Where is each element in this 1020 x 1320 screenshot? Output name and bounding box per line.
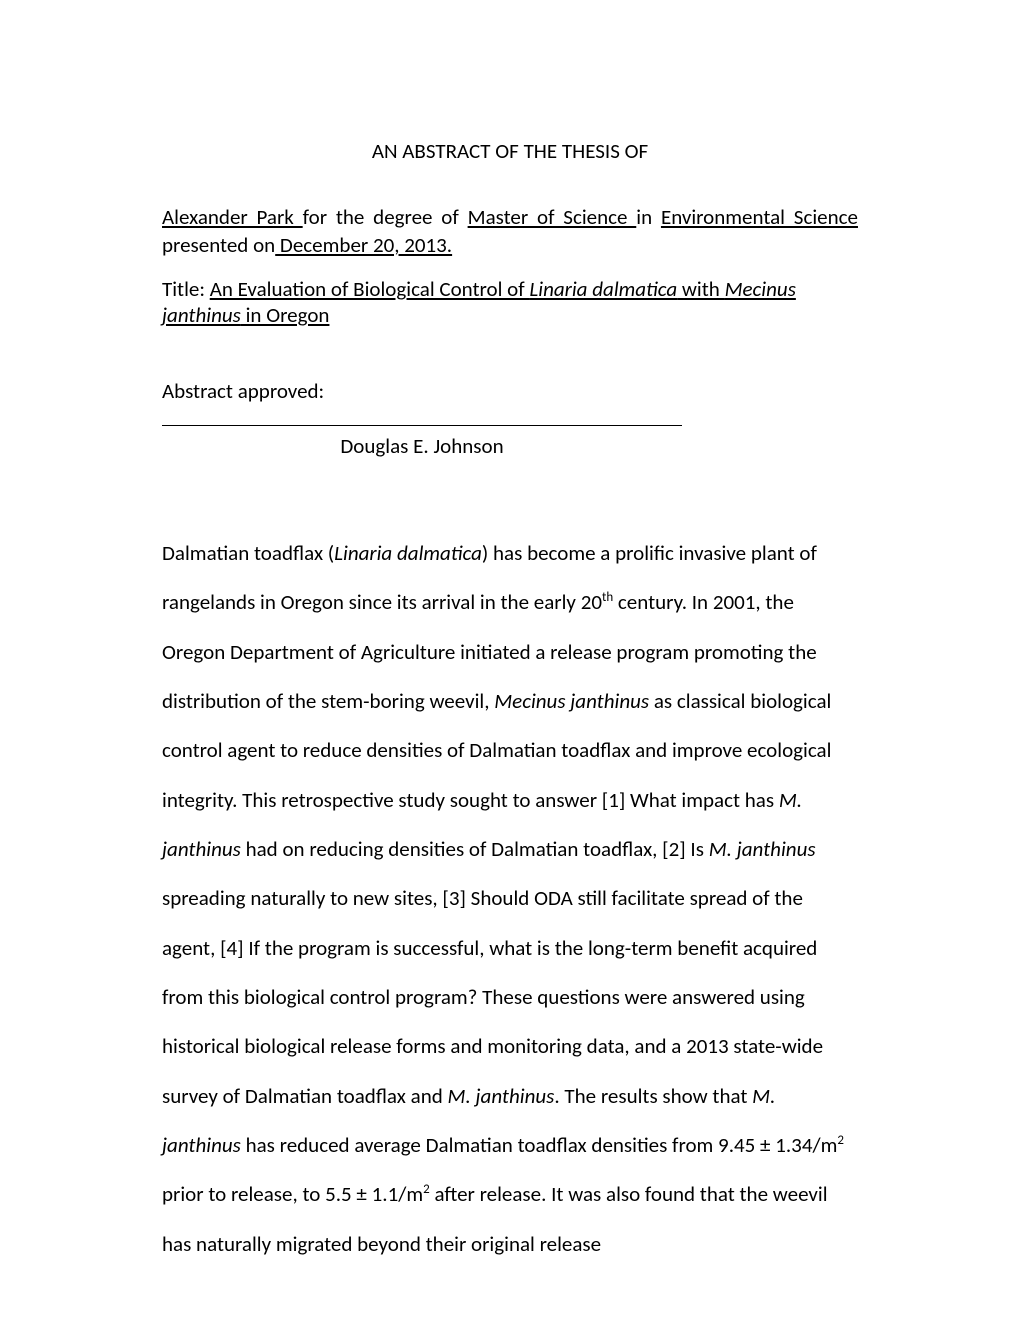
title-species1: Linaria dalmatica [529,276,677,302]
approver-name: Douglas E. Johnson [162,433,682,459]
body-i5: M. janthinus [448,1083,555,1109]
author-line: Alexander Park for the degree of Master … [162,204,858,230]
body-t9: prior to release, to 5.5 ± 1.1/m [162,1181,423,1207]
presented-date: December 20, 2013. [275,232,452,258]
title-part1: An Evaluation of Biological Control of [210,276,530,302]
field: Environmental Science [661,204,858,230]
body-sup2: 2 [837,1133,844,1148]
body-t1: Dalmatian toadflax ( [162,540,334,566]
body-sup1: th [602,590,613,605]
body-t6: spreading naturally to new sites, [3] Sh… [162,885,823,1108]
body-t8: has reduced average Dalmatian toadflax d… [241,1132,838,1158]
title-prefix: Title: [162,276,210,302]
degree: Master of Science [468,204,637,230]
signature-line [162,425,682,426]
body-i2: Mecinus janthinus [494,688,649,714]
title-block: Title: An Evaluation of Biological Contr… [162,276,858,328]
author-mid1: for the degree of [303,204,468,230]
author-mid2: in [636,204,661,230]
presented-line: presented on December 20, 2013. [162,232,858,258]
title-part5: in Oregon [241,302,330,328]
presented-prefix: presented on [162,232,275,258]
approved-label: Abstract approved: [162,378,858,404]
title-part3: with [677,276,724,302]
body-t5: had on reducing densities of Dalmatian t… [241,836,709,862]
abstract-body: Dalmatian toadflax (Linaria dalmatica) h… [162,529,858,1269]
body-t7: . The results show that [554,1083,752,1109]
author-name: Alexander Park [162,204,303,230]
body-sup3: 2 [423,1182,430,1197]
page-heading: AN ABSTRACT OF THE THESIS OF [162,138,858,164]
body-i1: Linaria dalmatica [334,540,482,566]
body-i4: M. janthinus [709,836,816,862]
